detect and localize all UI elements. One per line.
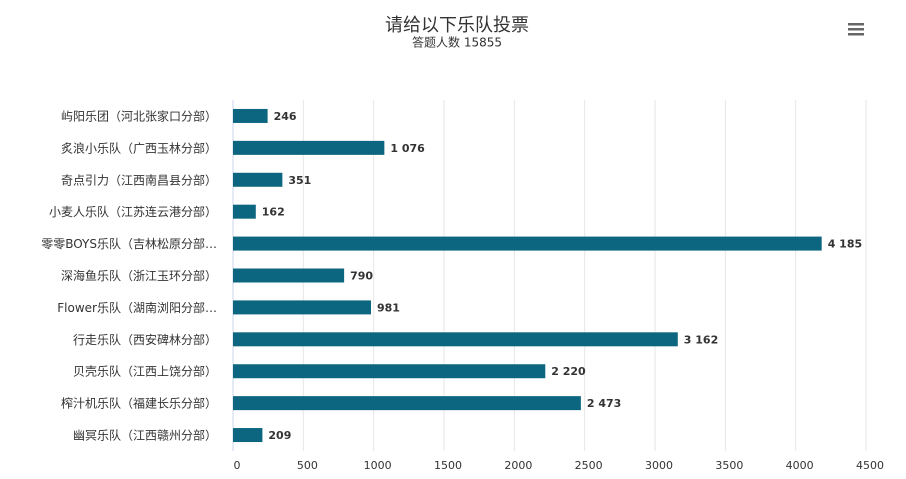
y-tick-label: 行走乐队（西安碑林分部） — [73, 332, 217, 347]
y-tick-label: 榨汁机乐队（福建长乐分部） — [61, 396, 217, 411]
data-label: 1 076 — [390, 142, 425, 155]
x-tick-label: 3500 — [715, 459, 743, 472]
x-tick-label: 500 — [297, 459, 318, 472]
y-tick-label: 奇点引力（江西南昌县分部） — [61, 172, 217, 187]
y-tick-label: 零零BOYS乐队（吉林松原分部… — [41, 236, 217, 251]
y-tick-label: 深海鱼乐队（浙江玉环分部） — [61, 268, 217, 283]
data-label: 4 185 — [828, 238, 862, 251]
y-tick-label: 幽冥乐队（江西赣州分部） — [73, 428, 217, 443]
y-tick-label: 炙浪小乐队（广西玉林分部） — [61, 140, 217, 155]
bar — [233, 236, 822, 251]
data-label: 790 — [350, 270, 373, 283]
menu-line[interactable] — [848, 33, 864, 36]
bar — [233, 364, 546, 379]
x-tick-label: 2500 — [575, 459, 603, 472]
menu-line[interactable] — [848, 28, 864, 31]
x-tick-label: 3000 — [645, 459, 673, 472]
bar — [233, 268, 345, 283]
y-tick-label: 贝壳乐队（江西上饶分部） — [73, 364, 217, 379]
menu-button[interactable] — [845, 19, 867, 39]
x-tick-label: 2000 — [504, 459, 532, 472]
y-tick-label: 屿阳乐团（河北张家口分部） — [61, 108, 217, 123]
x-tick-label: 1500 — [434, 459, 462, 472]
data-label: 981 — [377, 301, 400, 314]
bar — [233, 428, 263, 443]
x-tick-label: 4500 — [856, 459, 884, 472]
data-label: 162 — [262, 206, 285, 219]
bar — [233, 332, 678, 347]
data-label: 246 — [274, 110, 297, 123]
data-label: 351 — [288, 174, 311, 187]
y-tick-label: Flower乐队（湖南浏阳分部… — [57, 300, 217, 315]
chart-subtitle: 答题人数 15855 — [412, 35, 502, 50]
x-tick-label: 4000 — [786, 459, 814, 472]
x-tick-label: 1000 — [364, 459, 392, 472]
bar — [233, 396, 581, 411]
chart-title: 请给以下乐队投票 — [385, 15, 529, 36]
data-label: 2 220 — [551, 365, 586, 378]
menu-line[interactable] — [848, 23, 864, 26]
bar — [233, 140, 385, 155]
bar — [233, 300, 371, 315]
data-label: 209 — [268, 429, 291, 442]
x-tick-label: 0 — [234, 459, 241, 472]
bar — [233, 108, 268, 123]
data-label: 3 162 — [684, 333, 718, 346]
bar — [233, 204, 256, 219]
data-label: 2 473 — [587, 397, 621, 410]
bar — [233, 172, 283, 187]
y-tick-label: 小麦人乐队（江苏连云港分部） — [49, 204, 217, 219]
